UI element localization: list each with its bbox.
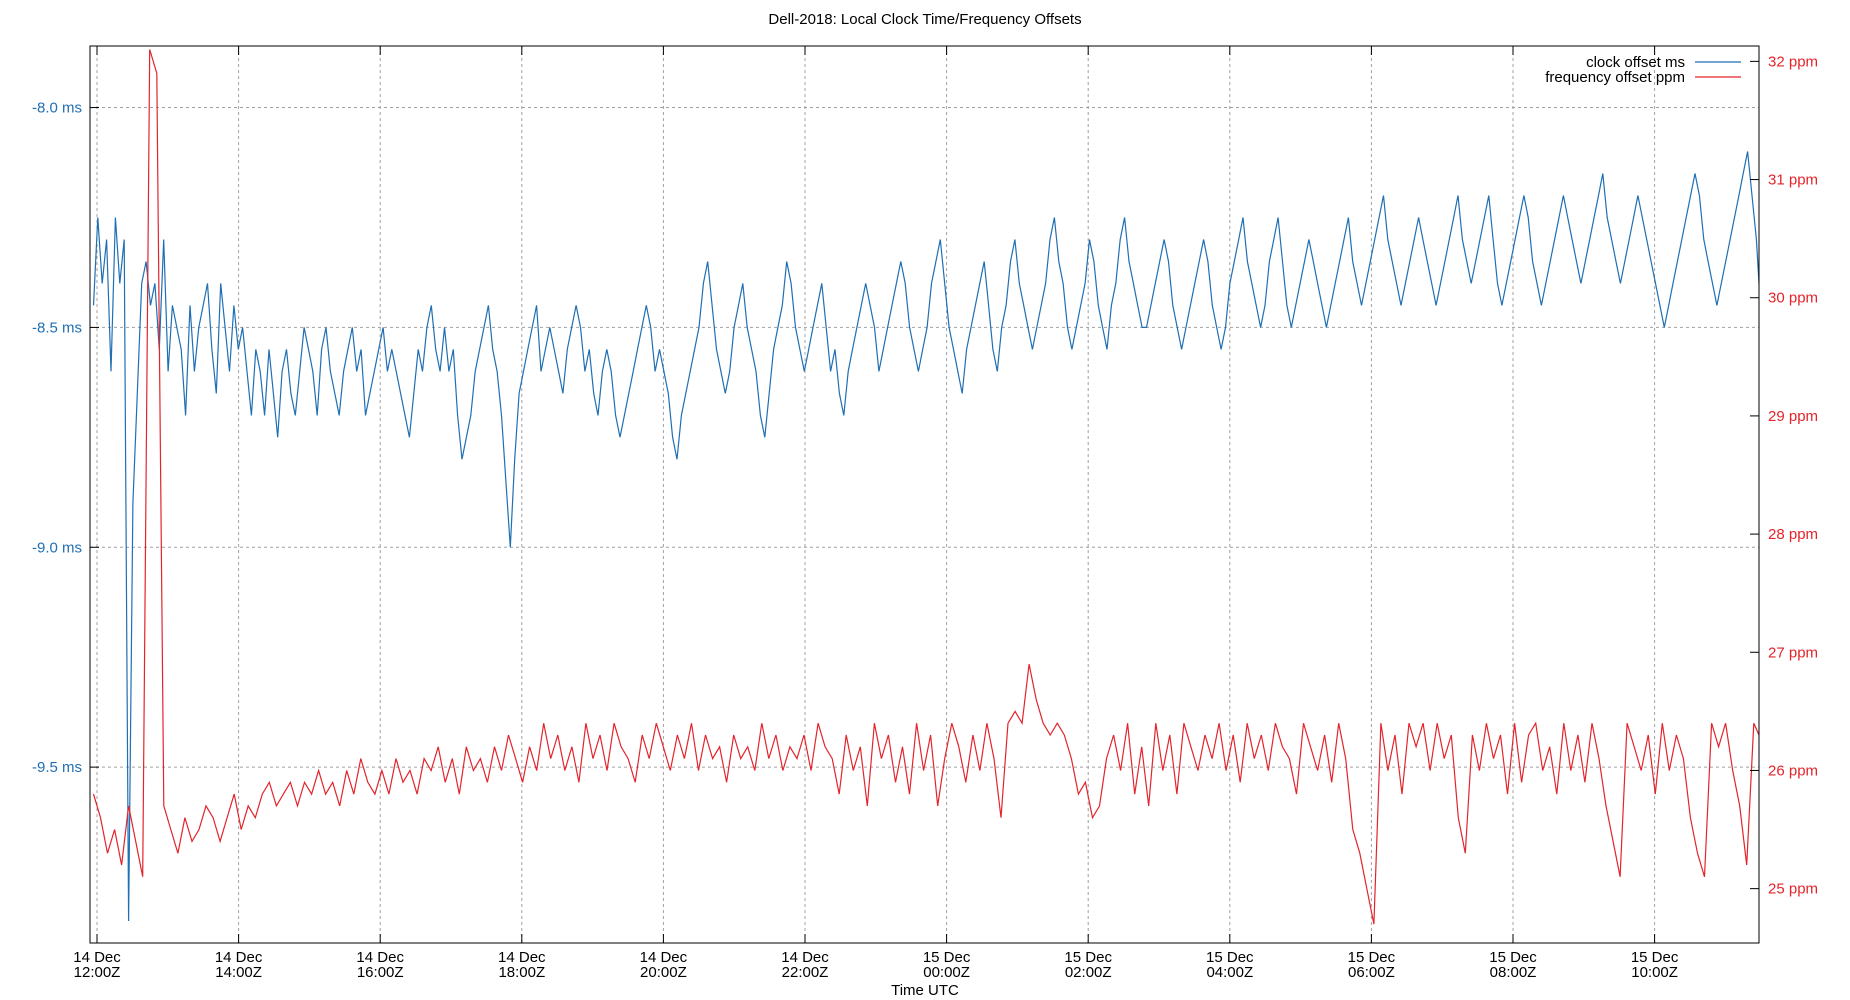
x-tick-label-time: 14:00Z [215, 964, 262, 981]
x-tick-label-date: 14 Dec [356, 949, 404, 966]
x-tick-label-time: 20:00Z [640, 964, 687, 981]
x-tick-label-date: 15 Dec [1631, 949, 1679, 966]
grid-lines [90, 46, 1759, 943]
legend: clock offset ms frequency offset ppm [1545, 54, 1741, 86]
left-tick-label: -8.5 ms [32, 319, 82, 336]
right-tick-label: 26 ppm [1768, 762, 1818, 779]
x-tick-label-date: 15 Dec [1206, 949, 1254, 966]
x-tick-label-date: 15 Dec [1348, 949, 1396, 966]
left-axis-ticks: -8.0 ms -8.5 ms -9.0 ms -9.5 ms [32, 100, 99, 776]
x-tick-label-time: 04:00Z [1206, 964, 1253, 981]
legend-label-clock-offset: clock offset ms [1586, 54, 1685, 71]
x-tick-label-date: 15 Dec [1489, 949, 1537, 966]
x-tick-label-date: 14 Dec [781, 949, 829, 966]
plot-series [92, 49, 1760, 925]
left-tick-label: -9.0 ms [32, 539, 82, 556]
x-tick-label-time: 12:00Z [74, 964, 121, 981]
right-tick-label: 31 ppm [1768, 172, 1818, 189]
legend-label-frequency-offset: frequency offset ppm [1545, 69, 1685, 86]
right-axis-ticks: 32 ppm 31 ppm 30 ppm 29 ppm 28 ppm 27 ppm 26 p… [1750, 53, 1818, 898]
x-tick-label-date: 14 Dec [498, 949, 546, 966]
right-tick-label: 28 ppm [1768, 526, 1818, 543]
x-tick-label-time: 02:00Z [1065, 964, 1112, 981]
x-tick-label-time: 06:00Z [1348, 964, 1395, 981]
chart-title: Dell-2018: Local Clock Time/Frequency Of… [768, 11, 1081, 28]
x-tick-label-date: 15 Dec [923, 949, 971, 966]
frequency-offset-line [92, 49, 1760, 925]
plot-frame [89, 45, 1760, 944]
x-tick-label-time: 16:00Z [357, 964, 404, 981]
right-tick-label: 30 ppm [1768, 290, 1818, 307]
right-tick-label: 25 ppm [1768, 881, 1818, 898]
x-tick-label-time: 18:00Z [498, 964, 545, 981]
x-tick-label-date: 15 Dec [1064, 949, 1112, 966]
x-tick-label-date: 14 Dec [640, 949, 688, 966]
clock-offset-line [92, 151, 1760, 922]
x-tick-label-time: 10:00Z [1631, 964, 1678, 981]
left-tick-label: -9.5 ms [32, 759, 82, 776]
x-tick-label-time: 22:00Z [782, 964, 829, 981]
right-tick-label: 29 ppm [1768, 408, 1818, 425]
x-tick-label-time: 08:00Z [1490, 964, 1537, 981]
right-tick-label: 27 ppm [1768, 644, 1818, 661]
x-axis-label: Time UTC [891, 982, 959, 999]
x-tick-label-date: 14 Dec [73, 949, 121, 966]
x-tick-label-time: 00:00Z [923, 964, 970, 981]
left-tick-label: -8.0 ms [32, 100, 82, 117]
x-tick-label-date: 14 Dec [215, 949, 263, 966]
right-tick-label: 32 ppm [1768, 53, 1818, 70]
